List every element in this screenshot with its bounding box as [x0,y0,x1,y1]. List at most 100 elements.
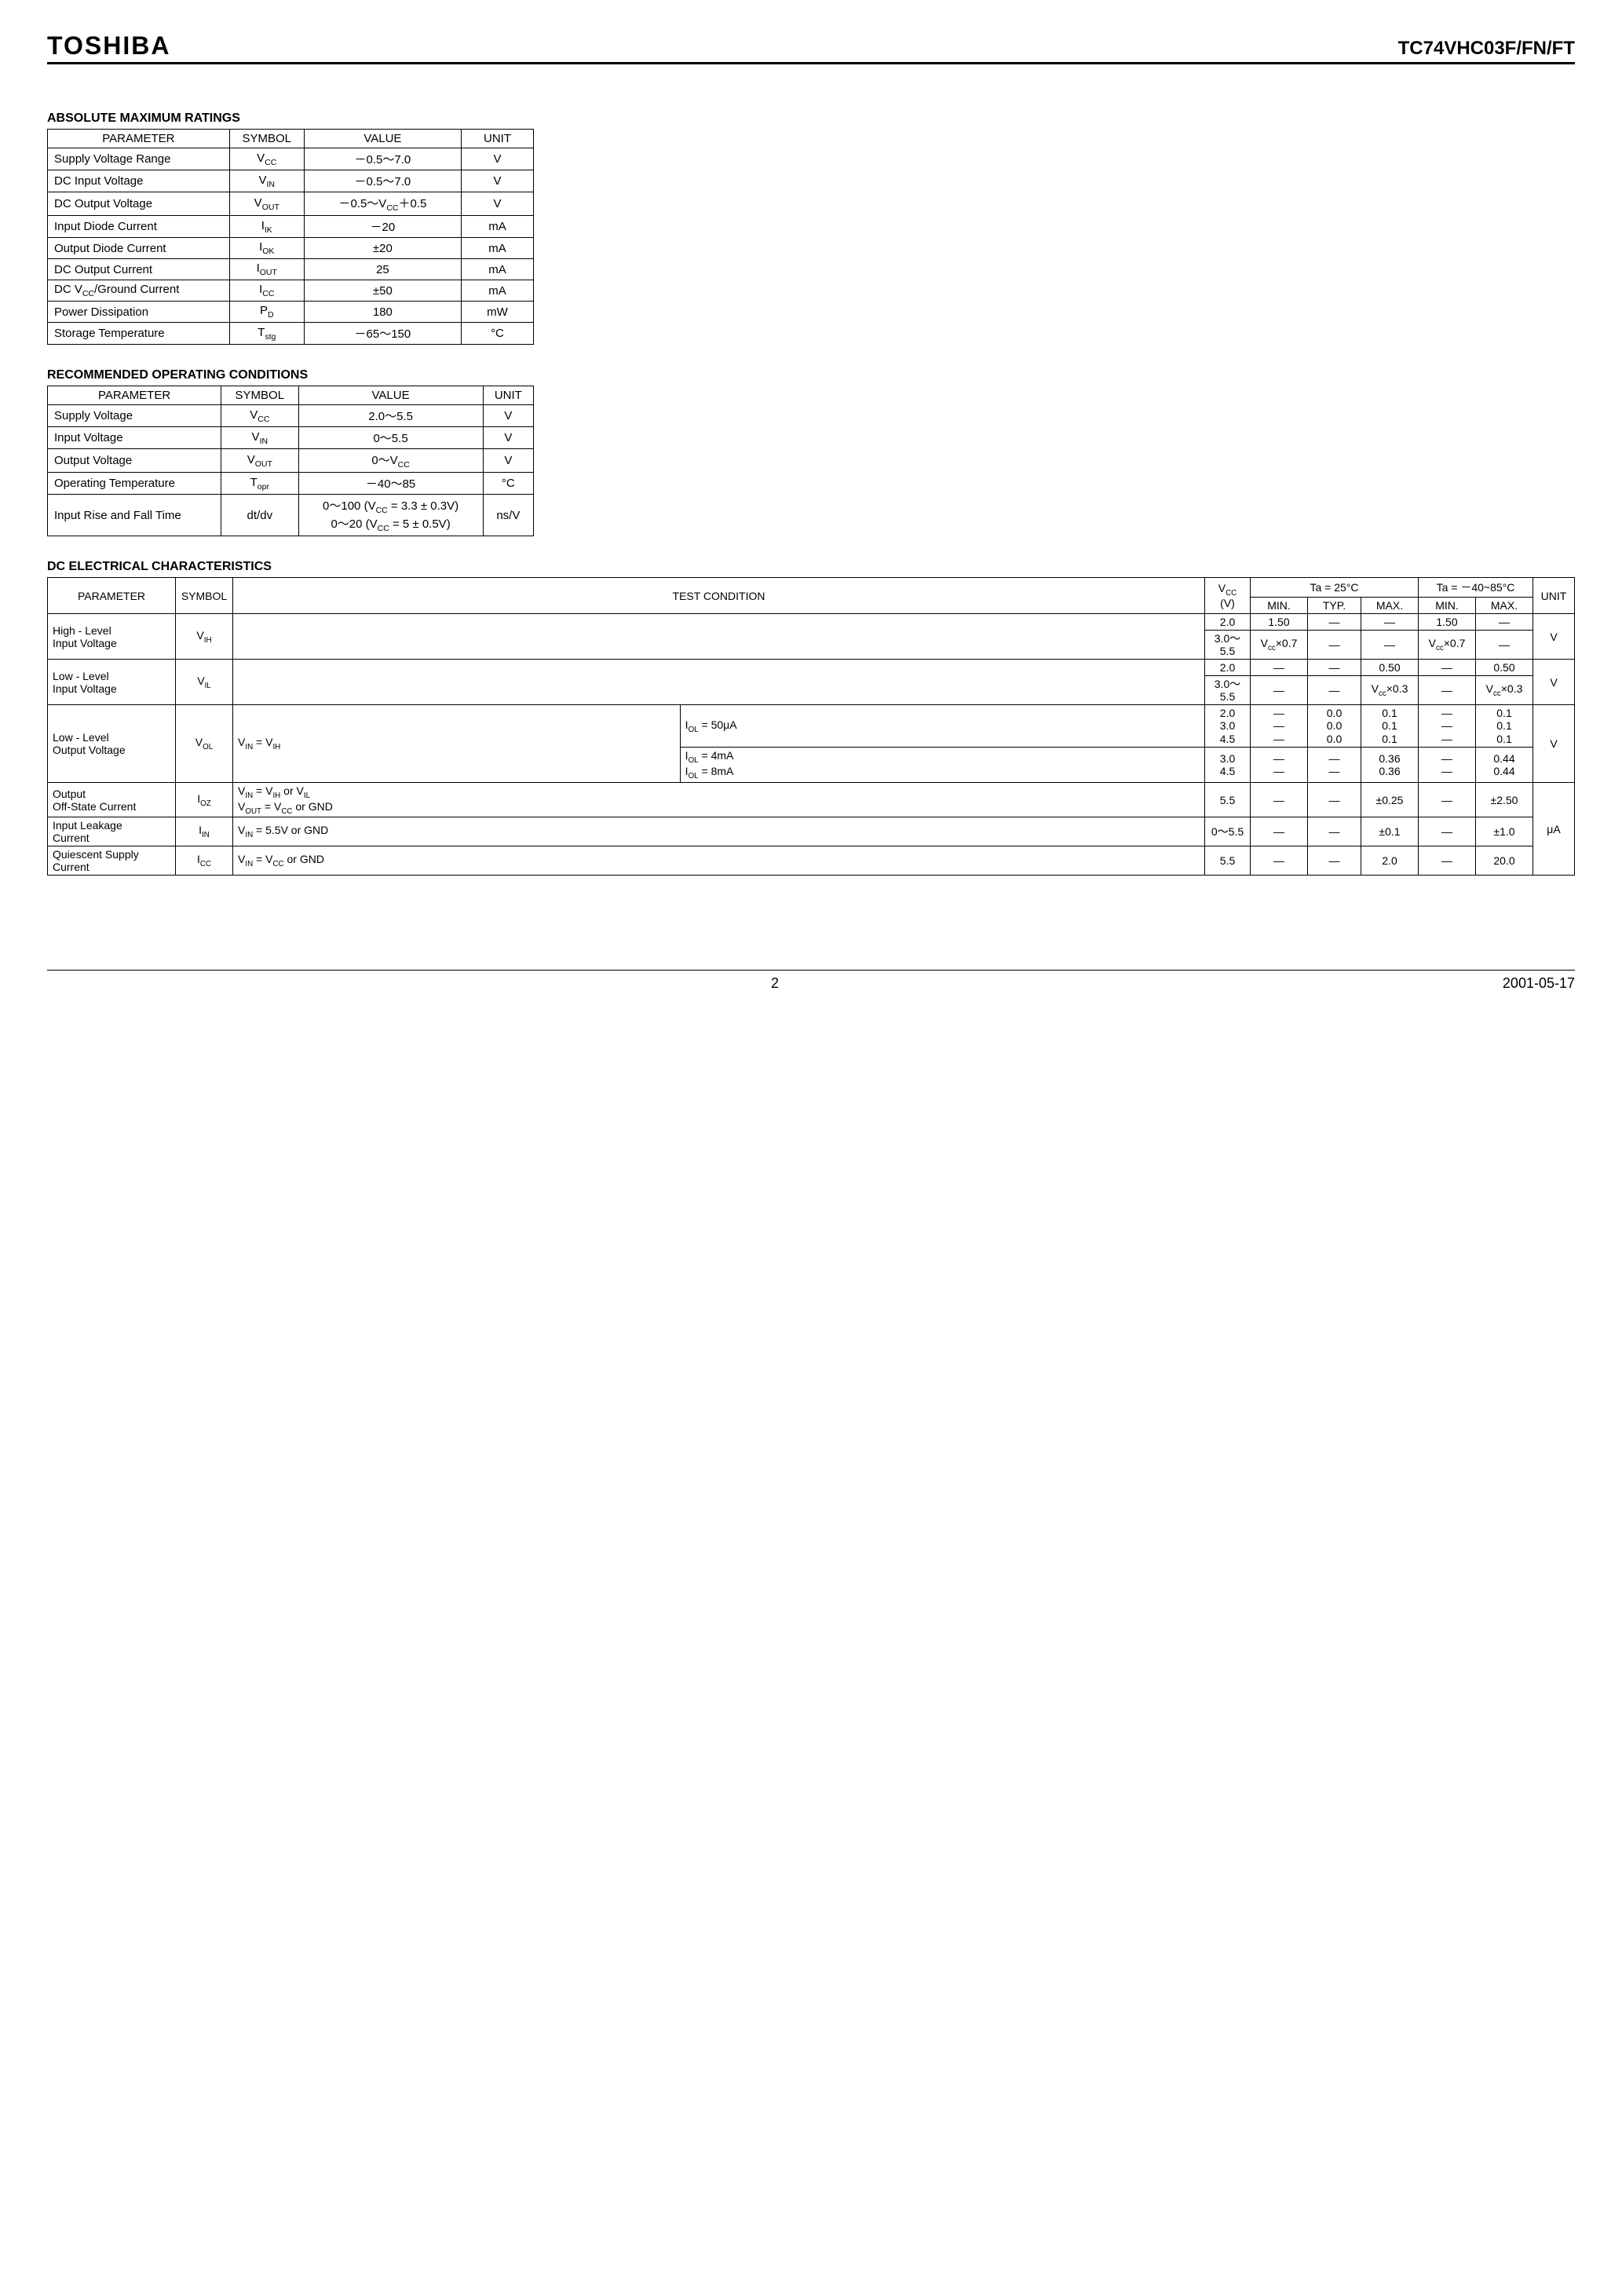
table-cell: VIN [221,427,298,449]
table-cell: VOUT [221,449,298,473]
dc-char-table: PARAMETER SYMBOL TEST CONDITION VCC(V) T… [47,577,1575,876]
table-cell: VCC [221,405,298,427]
table-cell: Input Voltage [48,427,221,449]
table-cell: PD [229,302,304,323]
brand-logo: TOSHIBA [47,31,170,60]
table-cell: 1.50 [1419,614,1476,631]
table-cell: —— [1251,747,1308,782]
dc-char-title: DC ELECTRICAL CHARACTERISTICS [47,560,1575,574]
table-cell: °C [461,323,533,345]
table-cell [233,660,1205,705]
table-cell: 2.0 [1205,614,1251,631]
table-cell: －0.5～7.0 [304,170,461,192]
table-cell: Vcc×0.3 [1361,676,1419,705]
recommended-table: PARAMETER SYMBOL VALUE UNIT Supply Volta… [47,386,534,536]
table-cell: — [1251,660,1308,676]
table-cell: — [1361,631,1419,660]
table-cell: — [1308,846,1361,876]
table-header: UNIT [461,130,533,148]
table-cell: V [461,170,533,192]
table-cell: V [1533,660,1575,705]
table-cell: Vcc×0.7 [1251,631,1308,660]
abs-max-table: PARAMETER SYMBOL VALUE UNIT Supply Volta… [47,129,534,345]
page-footer: 2 2001-05-17 [47,970,1575,992]
table-cell: ±1.0 [1476,817,1533,846]
table-cell: VIN = VIH or VILVOUT = VCC or GND [233,782,1205,817]
table-header: MAX. [1476,598,1533,614]
table-cell: 5.5 [1205,782,1251,817]
table-cell: High - LevelInput Voltage [48,614,176,660]
table-cell: 3.0～5.5 [1205,631,1251,660]
table-cell: mA [461,216,533,238]
table-cell: 0.00.00.0 [1308,705,1361,747]
table-cell: V [483,427,533,449]
table-cell: VOUT [229,192,304,216]
table-cell: DC VCC/Ground Current [48,280,230,302]
abs-max-title: ABSOLUTE MAXIMUM RATINGS [47,112,1575,126]
table-header: Ta = －40~85°C [1419,578,1533,598]
table-cell: ±0.1 [1361,817,1419,846]
table-cell: 25 [304,259,461,280]
table-cell: IOL = 50μA [680,705,1204,747]
table-cell: VIN = VCC or GND [233,846,1205,876]
table-cell: Output Voltage [48,449,221,473]
table-cell: 3.0～5.5 [1205,676,1251,705]
table-cell: Topr [221,473,298,495]
table-cell: — [1419,660,1476,676]
table-cell: — [1308,660,1361,676]
table-cell: — [1476,631,1533,660]
table-cell: 5.5 [1205,846,1251,876]
table-cell: VIN = 5.5V or GND [233,817,1205,846]
table-cell: dt/dv [221,495,298,536]
table-header: MAX. [1361,598,1419,614]
table-header: UNIT [1533,578,1575,614]
table-cell: Power Dissipation [48,302,230,323]
table-cell: — [1419,676,1476,705]
table-cell: mA [461,238,533,259]
table-cell: 1.50 [1251,614,1308,631]
table-cell: Input Diode Current [48,216,230,238]
table-cell: V [1533,614,1575,660]
table-cell: V [483,449,533,473]
table-cell: Input LeakageCurrent [48,817,176,846]
table-cell: — [1419,846,1476,876]
table-cell: mW [461,302,533,323]
table-header: VALUE [298,386,483,405]
table-cell: ns/V [483,495,533,536]
table-header: VCC(V) [1205,578,1251,614]
recommended-title: RECOMMENDED OPERATING CONDITIONS [47,368,1575,382]
table-cell: V [483,405,533,427]
table-cell: VIN [229,170,304,192]
table-cell: VIN = VIH [233,705,681,782]
table-cell: 2.0～5.5 [298,405,483,427]
table-cell: 0.440.44 [1476,747,1533,782]
table-cell: ICC [229,280,304,302]
table-cell: Storage Temperature [48,323,230,345]
table-cell: ——— [1419,705,1476,747]
table-cell: 2.0 [1205,660,1251,676]
table-cell: DC Input Voltage [48,170,230,192]
table-cell: 0～5.5 [298,427,483,449]
table-cell: 0.10.10.1 [1476,705,1533,747]
table-cell: ±2.50 [1476,782,1533,817]
table-cell: Output Diode Current [48,238,230,259]
table-header: PARAMETER [48,578,176,614]
table-cell: IOUT [229,259,304,280]
table-header: SYMBOL [229,130,304,148]
table-cell: －0.5～VCC＋0.5 [304,192,461,216]
table-cell: — [1476,614,1533,631]
table-cell: V [461,148,533,170]
table-cell: — [1361,614,1419,631]
table-header: SYMBOL [176,578,233,614]
table-cell: — [1308,631,1361,660]
part-number: TC74VHC03F/FN/FT [1398,38,1575,60]
table-cell: 0～VCC [298,449,483,473]
table-cell: Input Rise and Fall Time [48,495,221,536]
table-header: SYMBOL [221,386,298,405]
table-cell: IOZ [176,782,233,817]
page-number: 2 [771,975,779,992]
table-cell: Tstg [229,323,304,345]
table-cell: — [1308,782,1361,817]
table-cell: — [1308,817,1361,846]
table-cell: －40～85 [298,473,483,495]
